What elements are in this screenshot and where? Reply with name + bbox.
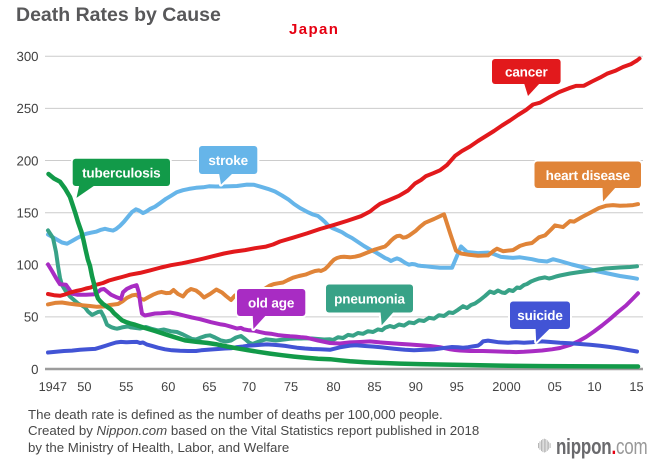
svg-text:300: 300 (16, 49, 38, 64)
svg-text:50: 50 (24, 310, 39, 325)
svg-text:70: 70 (242, 379, 256, 394)
svg-text:stroke: stroke (208, 153, 248, 168)
svg-text:cancer: cancer (505, 65, 549, 80)
svg-text:90: 90 (409, 379, 423, 394)
svg-text:60: 60 (161, 379, 175, 394)
svg-text:100: 100 (16, 258, 38, 273)
svg-text:55: 55 (119, 379, 133, 394)
svg-text:15: 15 (629, 379, 643, 394)
svg-text:pneumonia: pneumonia (334, 292, 405, 307)
svg-text:75: 75 (284, 379, 298, 394)
svg-text:suicide: suicide (517, 308, 563, 323)
svg-text:1947: 1947 (39, 379, 67, 394)
svg-text:heart disease: heart disease (546, 168, 631, 183)
svg-text:50: 50 (77, 379, 91, 394)
svg-text:0: 0 (31, 362, 38, 377)
svg-text:65: 65 (202, 379, 216, 394)
svg-text:old age: old age (248, 296, 295, 311)
svg-text:2000: 2000 (492, 379, 520, 394)
svg-text:85: 85 (367, 379, 381, 394)
svg-text:250: 250 (16, 101, 38, 116)
svg-text:tuberculosis: tuberculosis (82, 165, 160, 180)
svg-text:150: 150 (16, 206, 38, 221)
svg-text:95: 95 (450, 379, 464, 394)
svg-text:200: 200 (16, 153, 38, 168)
svg-text:10: 10 (587, 379, 601, 394)
svg-text:80: 80 (326, 379, 340, 394)
svg-text:05: 05 (548, 379, 562, 394)
